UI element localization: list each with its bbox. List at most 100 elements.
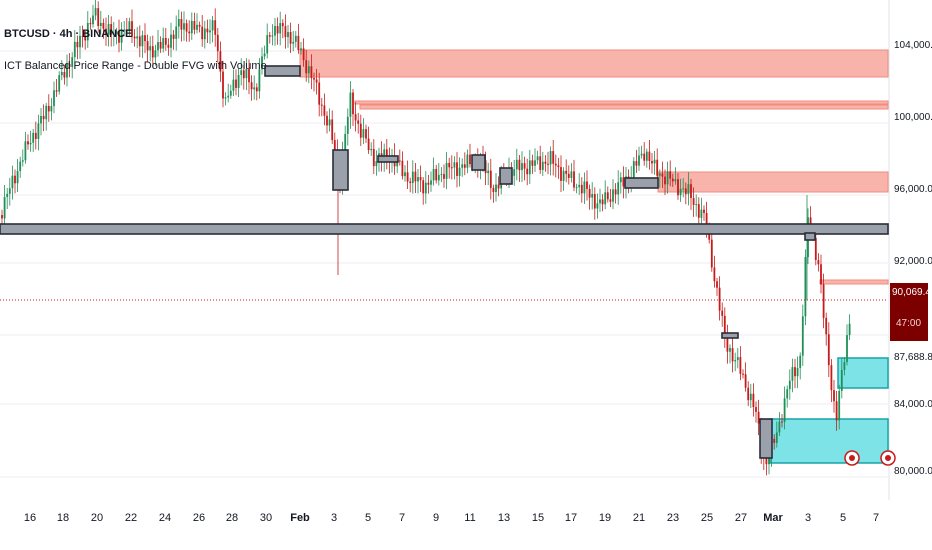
date-label: 19 [598,512,612,524]
candle-body [175,26,178,39]
date-label: 16 [23,512,37,524]
candle-body [749,393,752,401]
candle-body [435,168,438,181]
candle-body [487,170,490,174]
candle-body [383,149,386,160]
candle-body [222,71,224,99]
candle-body [461,164,464,168]
candle-body [255,87,258,92]
candle-body [742,373,744,375]
candle-body [27,141,29,145]
candle-body [601,199,604,205]
candle-body [419,177,422,181]
candle-body [817,259,820,265]
price-label-104000: 104,000.00 [894,40,932,51]
date-label: 5 [364,512,372,524]
candle-body [814,237,817,260]
candle-body [115,31,118,34]
bullish-fvg-zone [769,418,889,464]
ticker-title[interactable]: BTCUSD · 4h · BINANCE [4,28,133,40]
candle-body [164,37,167,45]
candle-body [102,22,105,29]
candle-body [219,51,222,72]
candle-body [354,114,357,121]
candle-body [596,203,599,209]
candle-body [796,368,799,377]
candle-body [422,180,425,194]
candle-body [86,23,89,41]
candle-body [357,120,360,124]
candle-body [250,82,253,90]
candle-body [560,167,562,181]
candle-body [804,257,807,317]
candle-body [614,189,617,195]
candle-body [268,35,271,37]
candle-body [94,8,97,16]
candle-body [801,316,804,356]
candle-body [16,171,19,184]
candle-body [791,367,794,381]
candle-body [562,170,565,181]
candle-body [71,57,74,67]
candle-body [619,177,622,183]
candle-body [211,20,214,31]
candle-body [185,23,188,32]
candle-body [489,170,492,188]
candle-body [700,209,703,218]
price-label-92000: 92,000.00 [894,256,932,267]
indicator-title[interactable]: ICT Balanced Price Range - Double FVG wi… [4,60,267,72]
candle-body [682,188,685,190]
date-label: 3 [804,512,812,524]
candle-body [825,317,828,335]
candle-body [432,168,435,181]
candle-body [640,153,643,156]
candle-body [323,105,326,116]
candle-body [138,36,141,47]
candle-body [734,360,737,362]
candle-body [830,365,833,391]
candle-body [843,362,846,370]
candle-body [794,367,796,377]
candle-body [664,176,666,185]
candle-body [240,70,243,75]
candle-body [118,31,120,43]
price-label-87688: 87,688.80 [894,352,932,363]
candle-body [515,159,518,170]
balanced-price-range [0,223,889,235]
balanced-price-range [499,167,513,185]
candle-body [289,32,292,44]
candle-body [632,161,635,178]
candle-body [274,26,276,36]
date-label: 21 [632,512,646,524]
candle-body [99,22,102,26]
candle-body [427,182,430,185]
price-label-84000: 84,000.00 [894,399,932,410]
candle-body [128,21,131,32]
candle-body [513,169,516,176]
balanced-price-range [804,232,816,241]
candle-body [578,184,581,188]
candle-body [170,34,172,48]
candle-body [271,35,274,37]
candle-body [583,181,586,194]
candle-body [188,31,191,34]
candle-body [154,50,157,58]
candle-body [193,20,196,30]
candle-body [838,390,841,421]
candle-body [201,26,204,40]
candle-body [107,24,110,35]
candle-body [593,194,596,209]
date-label: 23 [666,512,680,524]
candle-body [674,179,677,182]
candle-body [567,173,570,178]
candle-body [541,161,544,170]
candle-body [453,162,456,168]
candle-body [97,8,100,26]
candle-body [112,33,115,35]
candle-body [765,458,768,465]
candle-body [362,129,365,138]
candle-body [297,35,300,51]
candle-body [450,167,453,169]
